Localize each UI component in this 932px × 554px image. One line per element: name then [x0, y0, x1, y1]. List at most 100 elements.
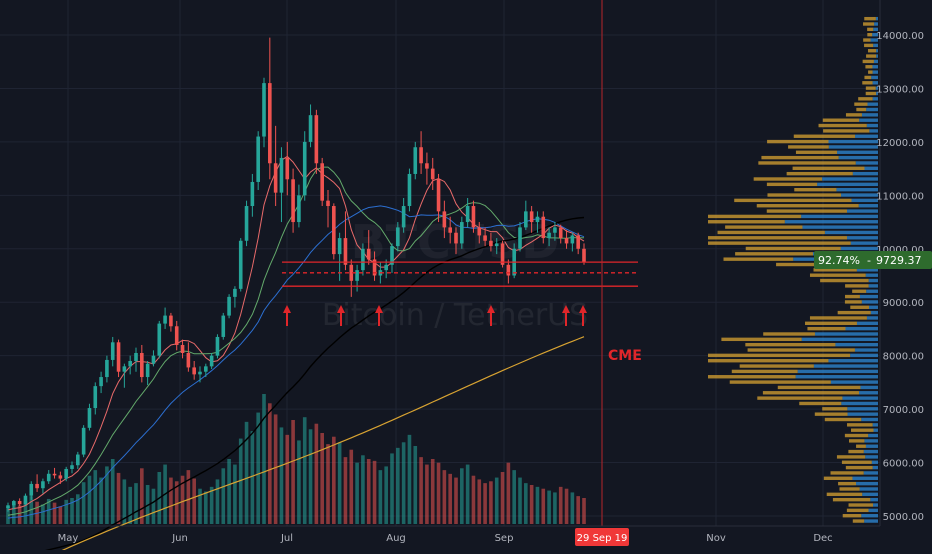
candle-body: [99, 377, 103, 387]
vp-bar-up: [801, 214, 878, 219]
volume-bar: [174, 481, 179, 524]
vp-bar-down: [766, 182, 818, 187]
vp-bar-down: [867, 49, 877, 53]
candle-body: [41, 481, 45, 489]
vp-bar-up: [863, 449, 878, 454]
candle-body: [314, 115, 319, 164]
vp-bar-down: [729, 380, 831, 384]
vp-bar-down: [756, 204, 859, 208]
vp-bar-down: [826, 492, 863, 497]
vp-bar-down: [708, 236, 848, 240]
vp-bar-down: [761, 155, 839, 160]
vp-bar-up: [813, 364, 878, 368]
candle-body: [529, 211, 534, 223]
vp-bar-down: [762, 391, 859, 395]
vp-bar-up: [867, 102, 878, 106]
candle-body: [151, 355, 156, 364]
vp-bar-down: [777, 385, 861, 390]
volume-bar: [41, 504, 45, 524]
vp-bar-down: [809, 273, 866, 277]
candle-body: [518, 227, 522, 249]
vp-bar-down: [837, 310, 871, 315]
volume-bar: [326, 444, 330, 524]
candle-body: [576, 235, 580, 249]
vp-bar-up: [862, 492, 878, 497]
candle-body: [6, 505, 10, 508]
volume-bar: [314, 423, 319, 524]
candle-body: [64, 468, 68, 479]
vp-bar-down: [852, 519, 865, 523]
candle-body: [268, 83, 272, 164]
vp-bar-up: [847, 407, 878, 411]
vp-bar-up: [841, 193, 878, 197]
volume-bar: [529, 485, 534, 524]
x-tick-label: Aug: [386, 533, 406, 544]
vp-bar-up: [873, 59, 878, 64]
vp-bar-up: [869, 129, 878, 133]
arrow-head: [487, 305, 495, 313]
volume-bar: [140, 468, 144, 524]
candle-body: [494, 243, 499, 247]
vp-bar-up: [865, 455, 878, 459]
candle-body: [535, 216, 540, 223]
vp-bar-down: [793, 134, 856, 138]
candle-body: [430, 168, 435, 180]
vp-bar-up: [872, 33, 878, 37]
volume-bar: [6, 507, 10, 524]
vp-bar-down: [776, 262, 828, 267]
vp-bar-down: [745, 342, 836, 347]
candle-body: [134, 352, 138, 362]
vp-bar-down: [845, 284, 869, 288]
volume-bar: [332, 436, 336, 524]
candle-body: [256, 136, 260, 182]
volume-bar: [419, 457, 423, 524]
vp-bar-up: [847, 236, 878, 240]
x-tick-label: Nov: [706, 533, 726, 544]
y-tick-label: 6000.00: [883, 459, 924, 470]
candle-body: [332, 206, 336, 255]
vp-bar-up: [824, 230, 878, 235]
vp-bar-up: [868, 508, 878, 513]
vp-bar-down: [856, 444, 866, 448]
vp-bar-up: [872, 465, 878, 470]
volume-bar: [221, 468, 226, 524]
candle-body: [76, 454, 80, 466]
candle-body: [297, 195, 301, 223]
candle-body: [419, 147, 423, 164]
vp-bar-up: [835, 342, 878, 347]
volume-bar: [512, 470, 516, 524]
candle-body: [308, 115, 313, 142]
vp-bar-down: [747, 348, 855, 352]
candle-body: [29, 483, 34, 496]
moving-averages: [7, 155, 585, 554]
vp-bar-up: [859, 294, 878, 299]
vp-bar-down: [708, 214, 802, 219]
vp-bar-down: [848, 449, 864, 454]
candle-body: [483, 235, 487, 241]
vp-bar-up: [864, 519, 878, 523]
candle-body: [558, 227, 563, 239]
candle-body: [372, 259, 377, 276]
vp-bar-down: [850, 305, 870, 309]
current-price-badge-bg: [814, 251, 932, 269]
candle-body: [192, 367, 196, 375]
vp-bar-up: [861, 417, 878, 422]
volume-bar: [500, 472, 505, 524]
candle-body: [582, 248, 586, 262]
volume-bar: [425, 464, 429, 524]
volume-bar: [58, 506, 63, 524]
vp-bar-down: [753, 177, 823, 181]
volume-bar: [454, 477, 458, 524]
vp-bar-up: [859, 118, 878, 122]
volume-bar: [448, 473, 452, 524]
vp-bar-up: [858, 391, 878, 395]
vp-bar-down: [832, 497, 871, 502]
vp-bar-up: [859, 487, 878, 491]
volume-bar: [93, 470, 98, 524]
candle-body: [58, 475, 63, 479]
y-tick-label: 7000.00: [883, 405, 924, 416]
candle-body: [460, 222, 464, 244]
vp-bar-up: [876, 49, 878, 53]
candle-body: [169, 315, 173, 327]
candle-body: [355, 270, 359, 281]
